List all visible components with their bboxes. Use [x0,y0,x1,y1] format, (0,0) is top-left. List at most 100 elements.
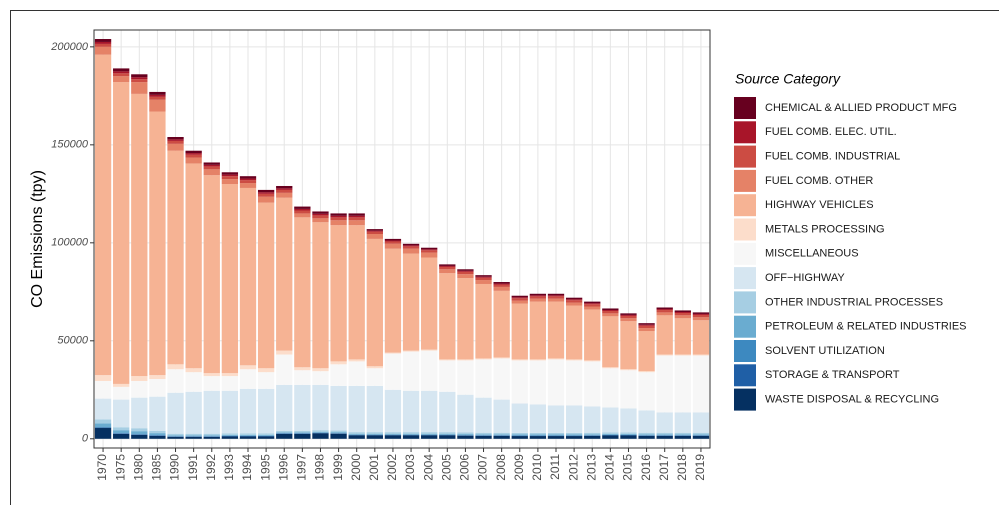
bar-segment [402,351,420,391]
bar-segment [94,375,112,381]
bar-segment [366,229,383,231]
bar-segment [149,435,166,436]
bar-segment [221,433,239,435]
bar-segment [167,433,184,436]
bar-segment [185,368,202,373]
x-tick-label: 1991 [186,454,200,481]
bar-segment [493,435,510,439]
x-tick-label: 1995 [258,454,272,481]
bar-segment [584,301,601,304]
legend-label: FUEL COMB. OTHER [765,175,873,187]
bar-segment [529,293,547,296]
bar-segment [584,360,601,362]
bar-segment [475,435,492,439]
bar-segment [312,384,329,431]
bar-segment [330,430,347,433]
bar-segment [547,434,565,436]
bar-segment [439,432,456,434]
bar-segment [402,253,420,351]
bar-segment [366,366,383,369]
bar-segment [602,308,619,311]
bar-segment [475,397,492,433]
bar-segment [457,435,474,439]
bar-segment [294,217,311,368]
bar-segment [384,248,402,353]
bar-segment [529,434,547,436]
bar-segment [94,54,112,376]
legend-label: METALS PROCESSING [765,223,885,235]
bar-segment [113,427,130,431]
bar-segment [149,96,166,100]
bar-segment [131,74,148,78]
bar-segment [475,359,492,398]
bar-segment [656,412,673,433]
bar-segment [692,412,710,433]
bar-segment [239,436,257,439]
bar-segment [493,284,510,287]
bar-segment [692,314,710,318]
x-tick-label: 2016 [639,454,653,481]
bar-segment [602,316,619,368]
bar-segment [131,376,148,381]
bar-segment [294,432,311,434]
bar-segment [421,250,438,253]
bar-segment [294,384,311,431]
bar-segment [620,313,637,315]
bar-segment [294,206,311,209]
bar-segment [656,309,673,311]
bar-segment [94,398,112,420]
bar-segment [257,368,275,373]
bar-segment [149,433,166,436]
frame [10,10,999,505]
bar-segment [348,215,365,218]
x-tick-label: 1992 [204,454,218,481]
bar-segment [185,157,202,164]
bar-segment [131,431,148,435]
bar-segment [239,369,257,389]
bar-segment [529,404,547,433]
y-axis-label: CO Emissions (tpy) [29,170,46,308]
x-tick-label: 2015 [621,454,635,481]
bar-segment [511,295,528,298]
bar-segment [421,350,438,391]
bar-segment [565,405,583,433]
bar-segment [276,197,293,351]
bar-segment [94,41,112,44]
x-tick-label: 2002 [385,454,399,481]
bar-segment [584,361,601,407]
bar-segment [312,213,329,216]
bar-segment [348,213,365,216]
bar-segment [384,353,402,390]
bar-segment [638,331,655,372]
bar-segment [529,296,547,299]
bar-segment [185,153,202,155]
bar-segment [457,360,474,395]
bar-segment [239,388,257,434]
bar-segment [475,434,492,436]
bar-segment [529,295,547,297]
bar-segment [294,213,311,218]
bar-segment [366,231,383,235]
bar-segment [638,432,655,435]
bar-segment [529,298,547,302]
bar-segment [113,386,130,400]
bar-segment [312,431,329,433]
bar-segment [692,320,710,355]
bar-segment [439,264,456,266]
bar-segment [94,39,112,42]
bar-segment [384,435,402,439]
x-tick-label: 2010 [530,454,544,481]
x-tick-label: 2006 [458,454,472,481]
bar-segment [457,269,474,271]
bar-segment [620,369,637,371]
x-tick-label: 2001 [367,454,381,481]
y-tick-label: 0 [82,433,89,445]
bar-segment [584,304,601,307]
legend-key [734,242,756,265]
bar-segment [565,299,583,301]
x-tick-label: 1994 [240,454,254,481]
bar-segment [94,46,112,55]
bar-segment [584,434,601,436]
bar-segment [167,140,184,144]
bar-segment [565,305,583,360]
